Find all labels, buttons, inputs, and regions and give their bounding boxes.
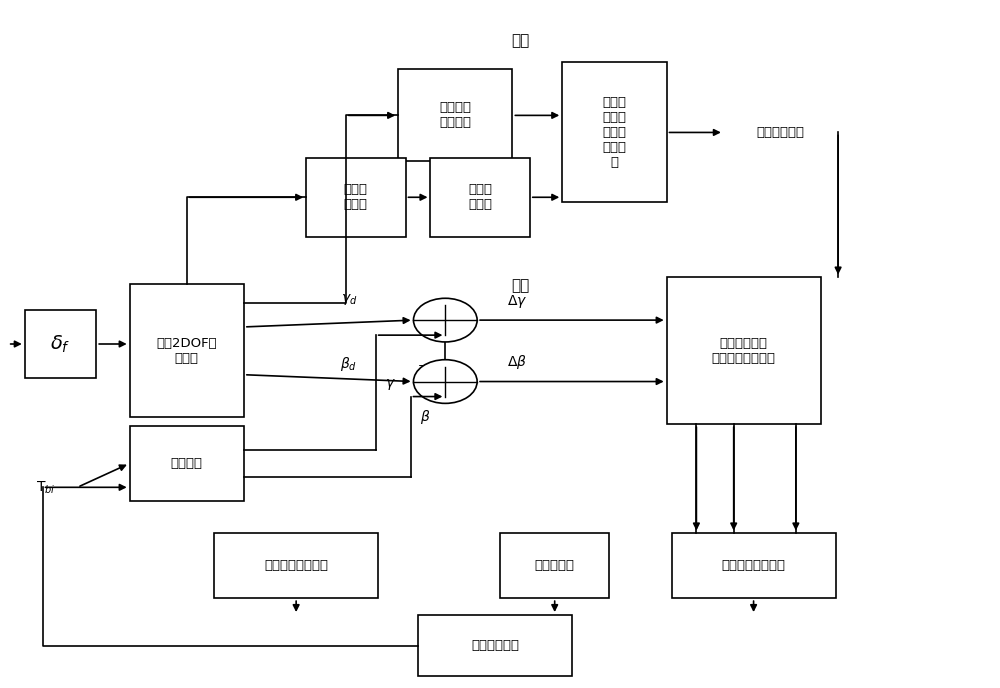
- Bar: [25, 310, 96, 378]
- Text: 车辆状态
参数获取: 车辆状态 参数获取: [439, 101, 471, 129]
- Circle shape: [413, 360, 477, 403]
- Bar: [398, 69, 512, 162]
- Text: 被控汽车: 被控汽车: [171, 457, 203, 470]
- Bar: [418, 615, 572, 676]
- Text: $\beta$: $\beta$: [420, 408, 431, 426]
- Text: 上层: 上层: [511, 33, 529, 47]
- Text: 稳定性判据及
路面附着系数识别: 稳定性判据及 路面附着系数识别: [712, 337, 776, 365]
- Text: +: +: [431, 395, 440, 405]
- Text: 线性2DOF车
辆模型: 线性2DOF车 辆模型: [156, 337, 217, 365]
- Text: 卡尔曼
滤波器: 卡尔曼 滤波器: [468, 183, 492, 211]
- Bar: [214, 533, 378, 598]
- Text: $\gamma$: $\gamma$: [385, 378, 396, 392]
- Text: 协调控制器: 协调控制器: [535, 559, 575, 572]
- Bar: [667, 277, 821, 424]
- Bar: [562, 63, 667, 202]
- Text: +: +: [418, 327, 428, 337]
- Text: 质心侧偏觓控制器: 质心侧偏觓控制器: [264, 559, 328, 572]
- Bar: [130, 426, 244, 501]
- Text: 横摇觓速度控制器: 横摇觓速度控制器: [722, 559, 786, 572]
- Text: 制动力矩分配: 制动力矩分配: [471, 639, 519, 652]
- Text: 路面附着系数: 路面附着系数: [756, 126, 804, 139]
- Text: 最小二
乘法路
面附着
系数估
计: 最小二 乘法路 面附着 系数估 计: [602, 96, 626, 169]
- Bar: [430, 158, 530, 237]
- Bar: [130, 284, 244, 418]
- Text: 下层: 下层: [511, 279, 529, 294]
- Text: $\beta_d$: $\beta_d$: [340, 356, 357, 374]
- Text: −: −: [458, 300, 467, 310]
- Text: $\Delta\gamma$: $\Delta\gamma$: [507, 292, 527, 310]
- Text: 刷子轮
胎模型: 刷子轮 胎模型: [344, 183, 368, 211]
- Text: $\delta_f$: $\delta_f$: [50, 334, 71, 354]
- Bar: [500, 533, 609, 598]
- Circle shape: [413, 299, 477, 342]
- Bar: [306, 158, 406, 237]
- Text: $\gamma_d$: $\gamma_d$: [341, 292, 357, 307]
- Text: T$_{bi}$: T$_{bi}$: [36, 479, 55, 495]
- Text: $\Delta\beta$: $\Delta\beta$: [507, 354, 527, 372]
- Bar: [672, 533, 836, 598]
- Text: −: −: [418, 361, 428, 372]
